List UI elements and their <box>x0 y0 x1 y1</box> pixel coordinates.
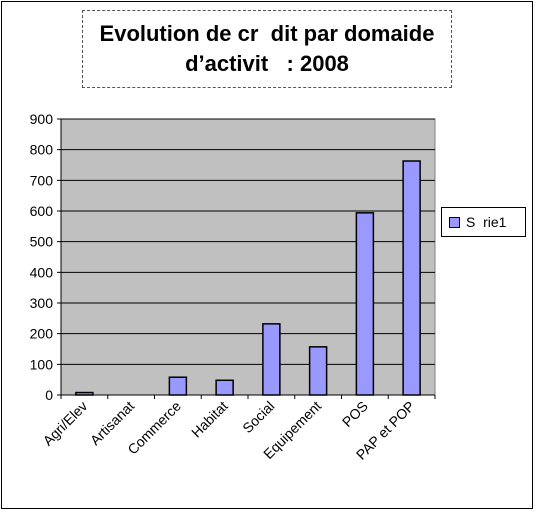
bar <box>355 212 375 396</box>
legend: S rie1 <box>441 207 526 237</box>
chart-title-line2: d’activit : 2008 <box>185 51 349 76</box>
bar <box>262 323 281 396</box>
chart-title-line1: Evolution de cr dit par domaide <box>99 21 435 46</box>
x-tick-label: POS <box>339 398 371 430</box>
chart-title: Evolution de cr dit par domaide d’activi… <box>82 10 452 88</box>
y-tick-label: 0 <box>45 387 53 403</box>
bar <box>215 379 234 396</box>
y-tick-label: 600 <box>30 203 54 219</box>
y-axis-ticks: 0 100 200 300 400 500 600 700 800 900 <box>30 111 61 403</box>
bar <box>308 346 328 396</box>
y-tick-label: 500 <box>30 234 54 250</box>
plot-area <box>60 118 436 396</box>
x-tick-label: Social <box>239 398 277 436</box>
y-tick-label: 200 <box>30 326 54 342</box>
y-tick-label: 100 <box>30 356 54 372</box>
x-tick-label: Habitat <box>188 398 231 441</box>
bar <box>168 376 188 396</box>
y-tick-label: 900 <box>30 111 54 127</box>
y-tick-label: 300 <box>30 295 54 311</box>
y-tick-label: 700 <box>30 172 54 188</box>
y-tick-label: 800 <box>30 142 54 158</box>
legend-label: S rie1 <box>466 214 507 230</box>
bar <box>402 160 421 396</box>
x-tick-label: Agri/Elev <box>40 398 91 449</box>
legend-swatch <box>449 216 460 228</box>
y-tick-label: 400 <box>30 264 54 280</box>
